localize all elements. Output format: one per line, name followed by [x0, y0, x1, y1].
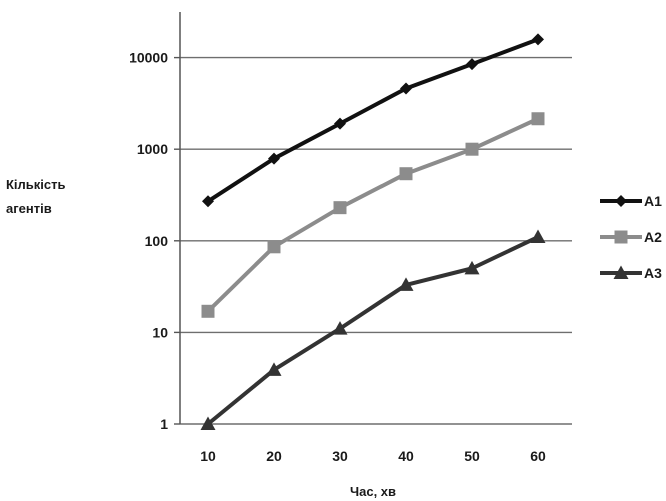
- series-A3: [200, 229, 546, 430]
- y-axis-title-line-2: агентів: [6, 201, 52, 216]
- gridlines: [180, 56, 572, 425]
- legend-marker: [614, 230, 628, 244]
- series-line: [206, 116, 539, 313]
- series-layer: [200, 33, 546, 430]
- data-point: [334, 117, 346, 130]
- x-tick-label: 30: [332, 448, 348, 464]
- legend-item-A3: A3: [600, 265, 662, 281]
- y-tick-label: 100: [145, 233, 169, 249]
- x-tick-label: 60: [530, 448, 546, 464]
- x-axis-ticks: 10 20 30 40 50 60: [200, 448, 546, 464]
- data-point: [266, 362, 282, 376]
- data-point: [465, 142, 479, 156]
- data-point: [399, 167, 413, 181]
- data-point: [530, 229, 546, 244]
- x-tick-label: 20: [266, 448, 282, 464]
- series-line: [206, 37, 539, 203]
- legend-label: A3: [644, 265, 662, 281]
- data-point: [267, 240, 281, 254]
- data-point: [398, 277, 414, 291]
- data-point: [201, 304, 215, 318]
- data-point: [333, 201, 347, 215]
- x-tick-label: 10: [200, 448, 216, 464]
- y-axis-title-line-1: Кількість: [6, 177, 66, 192]
- data-point: [200, 416, 216, 430]
- data-point: [332, 321, 348, 335]
- legend-item-A2: A2: [600, 229, 662, 245]
- y-tick-label: 10000: [129, 50, 168, 66]
- legend-marker: [613, 265, 629, 279]
- legend-item-A1: A1: [600, 193, 662, 209]
- x-tick-label: 50: [464, 448, 480, 464]
- data-point: [268, 152, 280, 165]
- data-point: [464, 260, 480, 275]
- data-point: [202, 195, 214, 208]
- legend-marker: [615, 195, 627, 207]
- data-point: [466, 58, 478, 71]
- data-point: [532, 33, 544, 46]
- y-tick-label: 1: [160, 416, 168, 432]
- series-A2: [201, 112, 545, 318]
- x-axis-title: Час, хв: [350, 484, 396, 499]
- y-tick-label: 1000: [137, 141, 168, 157]
- series-A1: [202, 33, 544, 208]
- legend: A1 A2 A3: [600, 193, 662, 281]
- legend-label: A2: [644, 229, 662, 245]
- legend-label: A1: [644, 193, 662, 209]
- x-tick-label: 40: [398, 448, 414, 464]
- y-axis-ticks: 1 10 100 1000 10000: [129, 50, 180, 432]
- y-tick-label: 10: [152, 324, 168, 340]
- series-line: [206, 235, 539, 426]
- data-point: [531, 112, 545, 126]
- data-point: [400, 82, 412, 95]
